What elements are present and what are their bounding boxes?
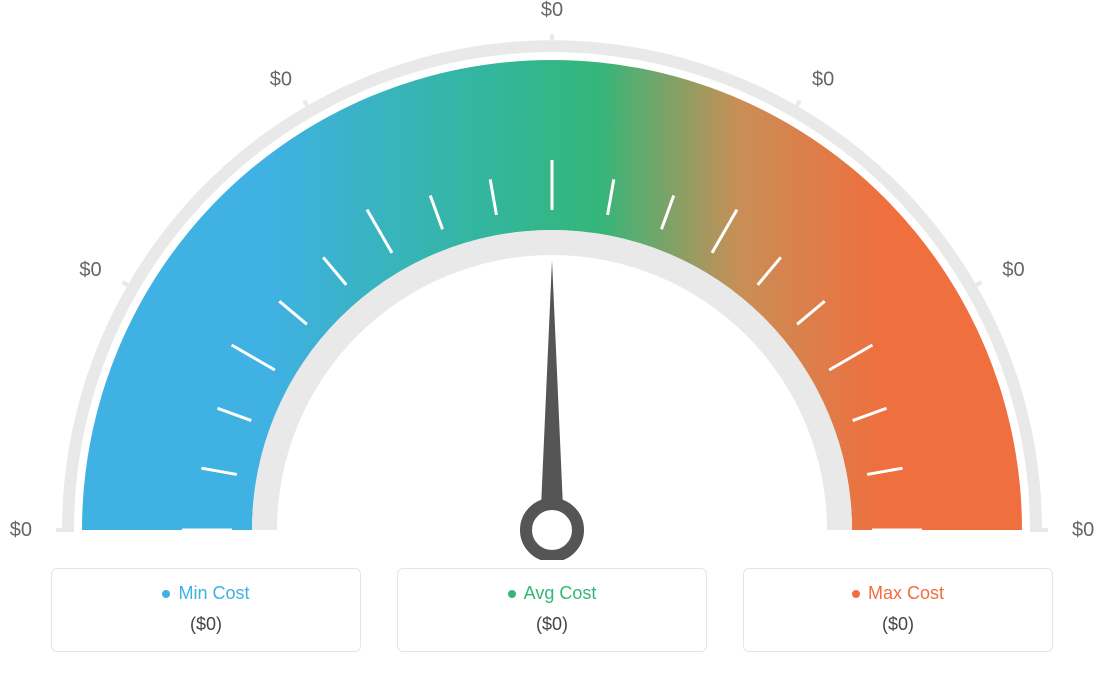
tick-label: $0 xyxy=(79,259,101,281)
legend-card-min: Min Cost ($0) xyxy=(51,568,361,652)
gauge-area: $0 $0 $0 $0 $0 $0 $0 xyxy=(0,0,1104,560)
legend-row: Min Cost ($0) Avg Cost ($0) Max Cost ($0… xyxy=(0,568,1104,652)
legend-title-min: Min Cost xyxy=(162,583,249,604)
needle xyxy=(540,260,564,530)
tick-label: $0 xyxy=(270,69,292,91)
tick-label: $0 xyxy=(812,69,834,91)
tick-label: $0 xyxy=(1072,519,1094,541)
legend-label-min: Min Cost xyxy=(178,583,249,604)
legend-value-avg: ($0) xyxy=(408,614,696,635)
legend-title-max: Max Cost xyxy=(852,583,944,604)
legend-value-max: ($0) xyxy=(754,614,1042,635)
legend-title-avg: Avg Cost xyxy=(508,583,597,604)
legend-label-max: Max Cost xyxy=(868,583,944,604)
tick-label: $0 xyxy=(1002,259,1024,281)
gauge-svg: $0 $0 $0 $0 $0 $0 $0 xyxy=(0,0,1104,560)
legend-dot-min xyxy=(162,590,170,598)
legend-label-avg: Avg Cost xyxy=(524,583,597,604)
tick-label: $0 xyxy=(10,519,32,541)
legend-value-min: ($0) xyxy=(62,614,350,635)
cost-gauge-chart: $0 $0 $0 $0 $0 $0 $0 Min Cost ($0) Avg Cost ($… xyxy=(0,0,1104,690)
legend-card-max: Max Cost ($0) xyxy=(743,568,1053,652)
needle-hub xyxy=(526,504,578,556)
legend-dot-avg xyxy=(508,590,516,598)
legend-card-avg: Avg Cost ($0) xyxy=(397,568,707,652)
tick-label: $0 xyxy=(541,0,563,21)
legend-dot-max xyxy=(852,590,860,598)
